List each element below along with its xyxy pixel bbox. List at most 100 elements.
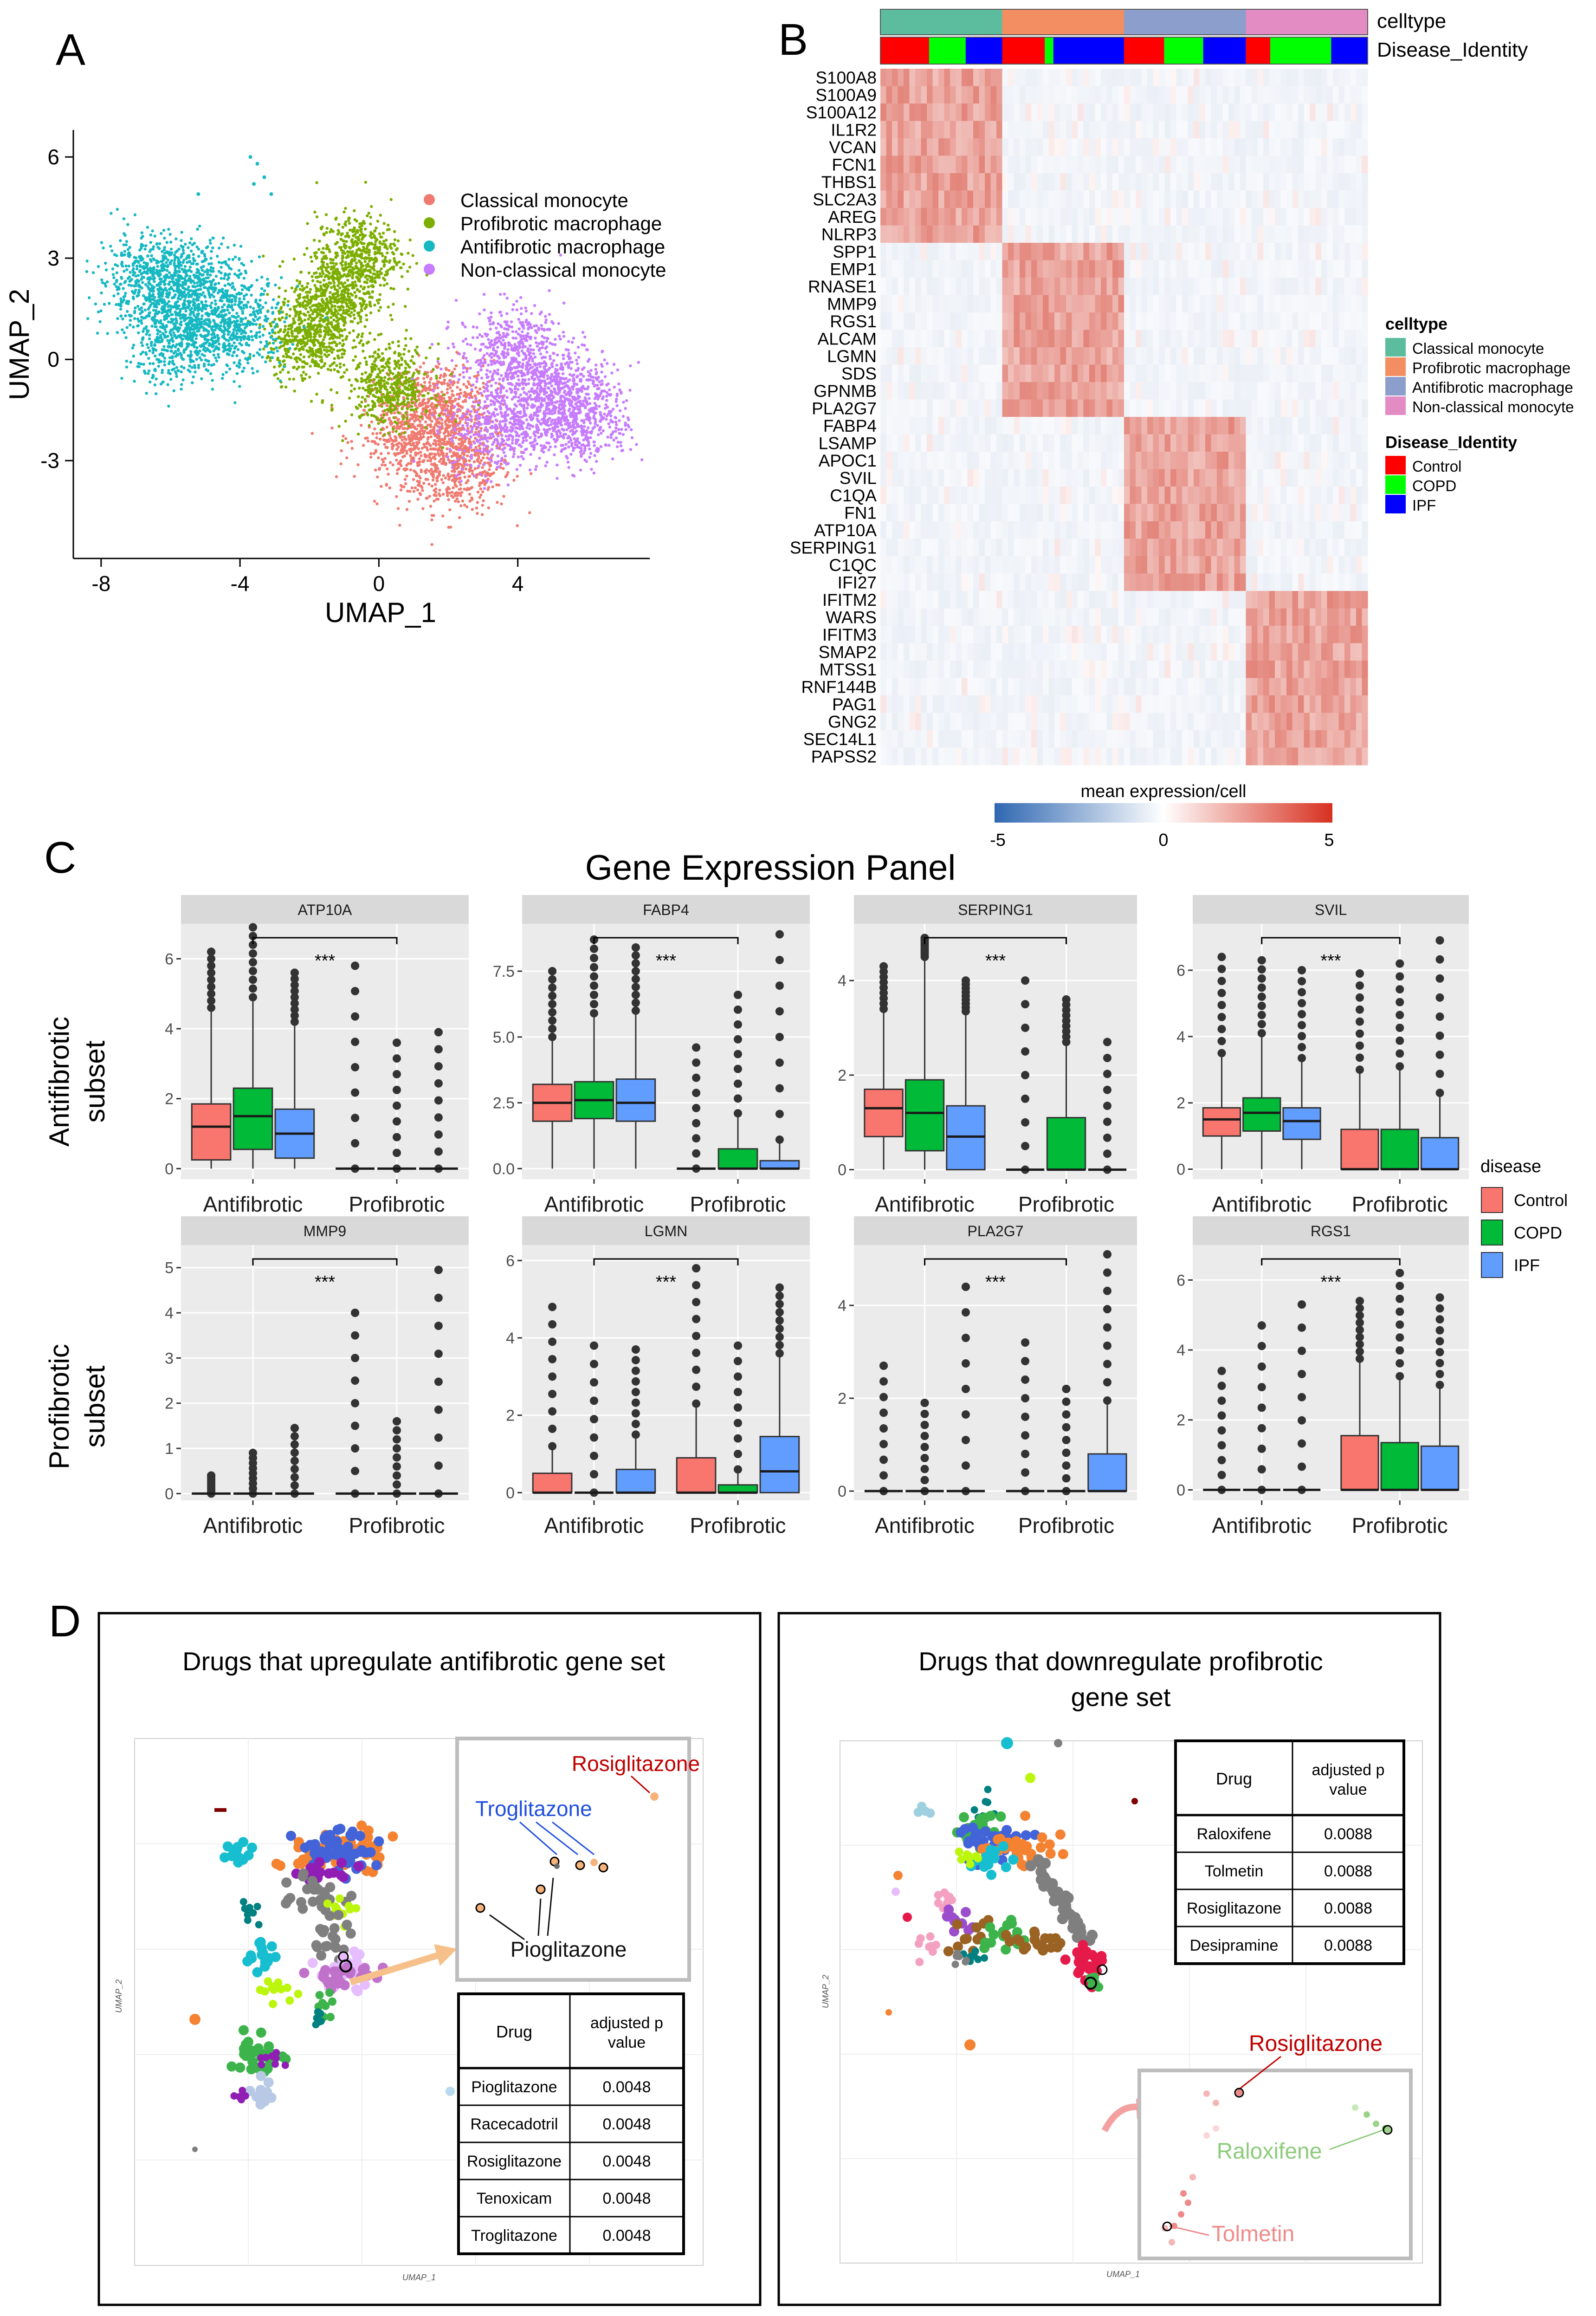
umap-point — [395, 448, 399, 451]
umap-point — [374, 468, 377, 472]
umap-point — [426, 375, 429, 379]
umap-point — [410, 433, 413, 436]
umap-point — [352, 306, 355, 310]
umap-point — [399, 484, 403, 487]
umap-point — [437, 357, 440, 360]
umap-point — [407, 424, 410, 428]
umap-point — [140, 256, 143, 259]
umap-point — [367, 290, 370, 294]
umap-point — [341, 259, 344, 263]
umap-point — [200, 317, 203, 321]
umap-point — [334, 255, 337, 259]
umap-point — [426, 459, 429, 462]
umap-point — [161, 259, 164, 263]
umap-point — [299, 271, 303, 274]
umap-point — [278, 265, 282, 268]
umap-point — [351, 276, 354, 279]
umap-point — [271, 298, 275, 301]
umap-point — [349, 300, 353, 303]
umap-point — [361, 344, 365, 347]
umap-point — [405, 464, 408, 467]
umap-point — [123, 232, 126, 235]
umap-point — [187, 246, 190, 249]
umap-point — [404, 337, 407, 340]
umap-point — [422, 481, 426, 485]
umap-point — [213, 312, 216, 316]
umap-point — [106, 332, 109, 335]
umap-point — [241, 370, 245, 373]
umap-point — [196, 262, 199, 266]
umap-point — [146, 262, 149, 265]
umap-point — [235, 311, 239, 315]
umap-point — [156, 332, 159, 336]
umap-point — [369, 215, 372, 219]
umap-point — [177, 261, 180, 265]
umap-point — [330, 300, 333, 304]
umap-point — [410, 405, 414, 408]
umap-point — [392, 267, 395, 271]
umap-points — [85, 155, 644, 546]
umap-point — [384, 348, 388, 351]
umap-point — [404, 422, 408, 425]
umap-point — [387, 360, 390, 364]
umap-point — [314, 304, 317, 307]
umap-point — [267, 351, 270, 354]
umap-point — [345, 305, 349, 308]
umap-point — [450, 413, 453, 416]
umap-point — [349, 247, 352, 250]
umap-point — [332, 261, 335, 265]
umap-point — [291, 343, 295, 346]
umap-point — [156, 299, 160, 302]
umap-point — [122, 243, 125, 247]
umap-point — [288, 355, 291, 359]
umap-point — [168, 251, 171, 254]
umap-point — [226, 305, 229, 309]
umap-point — [209, 266, 213, 269]
umap-point — [444, 400, 448, 403]
umap-point — [458, 429, 461, 433]
umap-point — [237, 303, 240, 307]
umap-point — [183, 268, 187, 272]
umap-point — [361, 372, 364, 376]
umap-point — [312, 336, 316, 339]
umap-point — [440, 442, 444, 446]
umap-point — [148, 333, 151, 337]
umap-point — [383, 463, 387, 467]
umap-point — [402, 435, 406, 439]
umap-point — [226, 352, 229, 356]
umap-point — [284, 324, 287, 328]
umap-point — [208, 239, 212, 242]
umap-point — [163, 268, 166, 271]
umap-point — [192, 375, 195, 378]
umap-point — [374, 357, 377, 360]
umap-point — [459, 441, 463, 445]
umap-point — [365, 264, 368, 267]
umap-point — [405, 329, 408, 332]
umap-point — [448, 475, 451, 479]
umap-point — [454, 432, 458, 435]
umap-point — [237, 361, 241, 365]
umap-point — [190, 289, 193, 292]
umap-point — [200, 321, 204, 324]
umap-point — [368, 424, 371, 427]
umap-point — [149, 233, 153, 237]
umap-point — [220, 242, 223, 246]
umap-point — [168, 276, 171, 279]
umap-point — [210, 310, 213, 313]
umap-point — [258, 309, 261, 312]
umap-point — [390, 377, 394, 381]
umap-point — [419, 433, 422, 436]
umap-point — [352, 329, 355, 332]
umap-point — [287, 327, 290, 331]
umap-point — [383, 246, 387, 249]
umap-point — [230, 306, 233, 309]
umap-point — [157, 311, 161, 314]
umap-point — [293, 347, 297, 351]
umap-point — [351, 273, 355, 276]
umap-point — [358, 234, 362, 237]
umap-point — [430, 396, 433, 400]
umap-point — [352, 313, 355, 317]
umap-point — [278, 286, 281, 290]
umap-point — [479, 487, 483, 491]
umap-point — [305, 349, 309, 352]
